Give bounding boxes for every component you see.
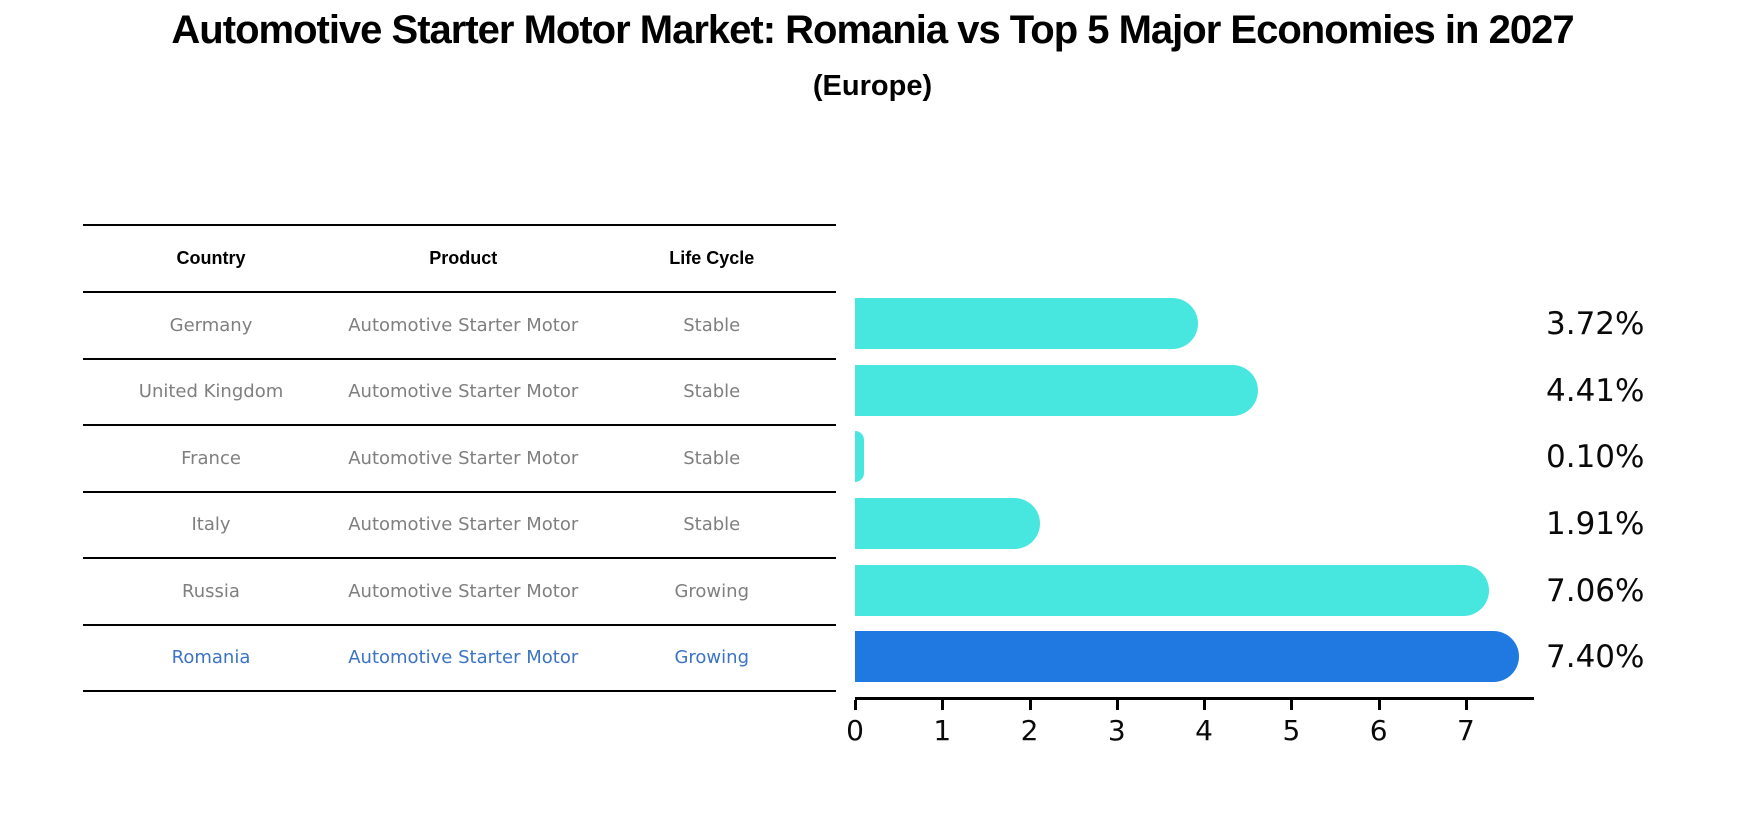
tick-mark [1028,700,1032,710]
header-product: Product [429,248,498,268]
x-axis-line [855,697,1534,700]
page-title: Automotive Starter Motor Market: Romania… [171,8,1574,52]
cell-country: Italy [191,514,231,536]
tick-label: 4 [1195,714,1214,747]
bar-italy [855,498,1040,549]
value-label: 7.06% [1546,572,1645,609]
value-label: 3.72% [1546,305,1645,342]
value-label: 7.40% [1546,638,1645,675]
cell-life-cycle: Stable [683,381,741,403]
value-label: 4.41% [1546,372,1645,409]
tick-label: 2 [1020,714,1039,747]
table-row-united-kingdom: United Kingdom Automotive Starter Motor … [83,360,836,426]
page-subtitle: (Europe) [812,70,933,102]
tick-label: 1 [933,714,952,747]
tick-mark [941,700,945,710]
cell-product: Automotive Starter Motor [348,381,579,403]
bar-germany [855,298,1198,349]
tick-label: 5 [1282,714,1301,747]
cell-country: France [181,447,241,469]
tick-mark [1203,700,1207,710]
cell-product: Automotive Starter Motor [348,580,579,602]
table-row-romania: Romania Automotive Starter Motor Growing [83,626,836,692]
cell-country: Romania [171,647,251,669]
table-row-italy: Italy Automotive Starter Motor Stable [83,493,836,559]
table-row-germany: Germany Automotive Starter Motor Stable [83,293,836,360]
cell-life-cycle: Growing [674,580,749,602]
bar-russia [855,565,1490,616]
tick-mark [1377,700,1381,710]
cell-product: Automotive Starter Motor [348,314,579,336]
tick-mark [1115,700,1119,710]
cell-country: Germany [169,314,253,336]
cell-life-cycle: Stable [683,514,741,536]
tick-mark [1290,700,1294,710]
table-row-russia: Russia Automotive Starter Motor Growing [83,559,836,626]
header-country: Country [176,248,246,268]
bar-united-kingdom [855,365,1258,416]
country-table: Country Product Life Cycle Germany Autom… [83,224,836,692]
header-life-cycle: Life Cycle [669,248,755,268]
tick-mark [854,700,857,710]
table-row-france: France Automotive Starter Motor Stable [83,426,836,493]
cell-life-cycle: Stable [683,314,741,336]
value-label: 0.10% [1546,438,1645,475]
cell-product: Automotive Starter Motor [348,447,579,469]
cell-life-cycle: Growing [674,647,749,669]
value-label: 1.91% [1546,505,1645,542]
tick-label: 6 [1369,714,1388,747]
cell-country: Russia [182,580,240,602]
tick-label: 3 [1107,714,1126,747]
bar-chart [855,0,1555,760]
x-axis: 0 1 2 3 4 5 6 7 [846,697,1534,757]
cell-product: Automotive Starter Motor [348,647,579,669]
bar-france [855,431,864,482]
cell-product: Automotive Starter Motor [348,514,579,536]
bar-romania-highlighted [855,631,1519,682]
table-header-row: Country Product Life Cycle [83,226,836,293]
tick-label: 7 [1457,714,1475,747]
cell-country: United Kingdom [138,381,284,403]
tick-mark [1464,700,1468,710]
tick-label: 0 [846,714,864,747]
cell-life-cycle: Stable [683,447,741,469]
